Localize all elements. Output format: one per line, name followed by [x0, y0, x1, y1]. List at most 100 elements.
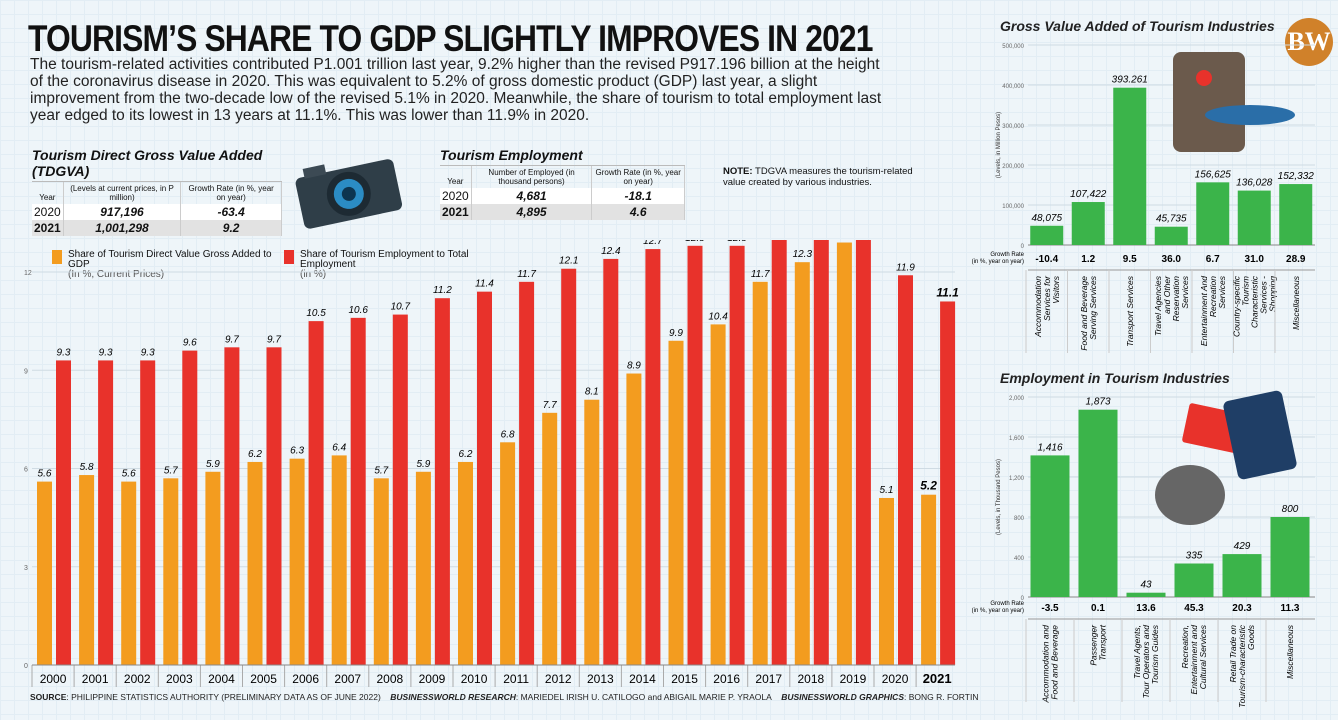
category-label: Retail Trade on: [1228, 625, 1238, 683]
bar: [1113, 87, 1147, 245]
x-tick-label: 2014: [629, 672, 656, 686]
data-label: 9.9: [669, 328, 683, 339]
bar: [1222, 554, 1262, 597]
category-label: Entertainment and: [1189, 625, 1199, 695]
y-tick-label: 1,200: [1009, 476, 1025, 482]
growth-value: 11.3: [1281, 603, 1300, 614]
category-label: Tourism Guides: [1150, 624, 1160, 684]
bar-gdp: [710, 324, 726, 665]
data-label: 393.261: [1112, 75, 1148, 86]
bar-gdp: [458, 461, 473, 665]
gva-chart-title: Gross Value Added of Tourism Industries: [1000, 18, 1275, 34]
cell: 2021: [440, 204, 472, 220]
note-text: TDGVA measures the tourism-related value…: [723, 166, 913, 188]
bar: [1071, 202, 1105, 245]
bar-employment: [687, 245, 703, 666]
category-label: Recreation: [1208, 276, 1218, 317]
bar-employment: [182, 350, 198, 665]
data-label: 12.7: [643, 240, 663, 247]
data-label: 12.8: [685, 240, 705, 244]
legend: Share of Tourism Direct Value Gross Adde…: [52, 250, 520, 280]
data-label: 45,735: [1156, 214, 1187, 225]
category-label: Accommodation: [1033, 276, 1043, 338]
legend-swatch-red: [284, 250, 294, 264]
legend-sub: (In %, Current Prices): [68, 269, 165, 280]
data-label: 12.3: [793, 249, 813, 260]
data-label: 10.5: [306, 308, 326, 319]
x-tick-label: 2010: [461, 672, 488, 686]
bar-employment: [813, 240, 829, 665]
bar-employment: [645, 249, 661, 665]
data-label: 10.6: [348, 305, 368, 316]
source-label: SOURCE: [30, 692, 67, 702]
bar-employment: [561, 268, 577, 665]
cell: 2021: [32, 220, 64, 236]
bar-gdp: [121, 481, 137, 665]
category-label: Characteristic: [1249, 275, 1259, 328]
bar: [1174, 563, 1214, 597]
bar-employment: [771, 240, 787, 665]
source: : PHILIPPINE STATISTICS AUTHORITY (PRELI…: [66, 692, 381, 702]
x-tick-label: 2020: [882, 672, 909, 686]
y-tick-label: 9: [24, 368, 28, 375]
x-tick-label: 2011: [503, 672, 529, 686]
x-tick-label: 2015: [671, 672, 698, 686]
x-tick-label: 2006: [292, 672, 319, 686]
bar-gdp: [331, 455, 347, 665]
category-label: Visitors: [1051, 275, 1061, 303]
growth-value: 31.0: [1245, 254, 1265, 265]
data-label: 1,873: [1085, 397, 1110, 408]
data-label: 6.2: [248, 449, 262, 460]
bar: [1030, 455, 1070, 597]
y-tick-label: 200,000: [1002, 164, 1024, 170]
y-tick-label: 100,000: [1002, 204, 1024, 210]
category-label: Goods: [1246, 624, 1256, 650]
tdgva-table: Tourism Direct Gross Value Added (TDGVA)…: [32, 147, 282, 236]
cell: -18.1: [591, 188, 685, 204]
growth-label-sub: (in %, year on year): [972, 608, 1024, 614]
cell: 1,001,298: [63, 220, 182, 236]
x-tick-label: 2017: [755, 672, 782, 686]
x-tick-label: 2001: [82, 672, 109, 686]
data-label: 11.7: [517, 269, 536, 280]
y-axis-label: (Levels, in Thousand Pesos): [996, 459, 1002, 535]
data-label: 11.1: [936, 285, 959, 299]
data-label: 11.2: [433, 285, 452, 296]
bar-employment: [477, 291, 492, 665]
category-label: and Other: [1162, 275, 1172, 314]
note: NOTE: TDGVA measures the tourism-related…: [723, 166, 923, 188]
category-label: Recreation,: [1180, 625, 1190, 668]
cell: 9.2: [180, 220, 282, 236]
growth-value: 6.7: [1206, 254, 1220, 265]
table-row: 2020 917,196 -63.4: [32, 204, 282, 220]
page-title: TOURISM’S SHARE TO GDP SLIGHTLY IMPROVES…: [28, 18, 873, 59]
bar-employment: [350, 317, 366, 665]
cell: 917,196: [63, 204, 182, 220]
category-label: Miscellaneous: [1285, 624, 1295, 679]
x-tick-label: 2008: [376, 672, 403, 686]
data-label: 11.4: [475, 279, 494, 290]
intro-paragraph: The tourism-related activities contribut…: [30, 56, 882, 124]
category-label: Reservation: [1171, 276, 1181, 322]
category-label: Services: [1217, 275, 1227, 308]
bar-employment: [98, 360, 114, 665]
bar-employment: [434, 298, 450, 665]
data-label: 5.6: [122, 469, 136, 480]
bar-gdp: [921, 494, 937, 665]
camera-icon: [295, 159, 403, 229]
bar-gdp: [79, 475, 95, 665]
employment-title: Tourism Employment: [440, 147, 685, 166]
growth-value: 28.9: [1286, 254, 1306, 265]
y-tick-label: 6: [24, 467, 28, 474]
legend-swatch-orange: [52, 250, 62, 264]
bar-gdp: [37, 481, 52, 665]
bar: [1270, 517, 1310, 597]
category-label: Entertainment And: [1199, 276, 1209, 346]
table-row: 2020 4,681 -18.1: [440, 188, 685, 204]
data-label: 5.1: [880, 485, 894, 496]
cell: 4.6: [591, 204, 685, 220]
col-header: Growth Rate (in %, year on year): [591, 166, 685, 188]
x-tick-label: 2003: [166, 672, 193, 686]
x-tick-label: 2007: [334, 672, 361, 686]
data-label: 43: [1140, 580, 1152, 591]
